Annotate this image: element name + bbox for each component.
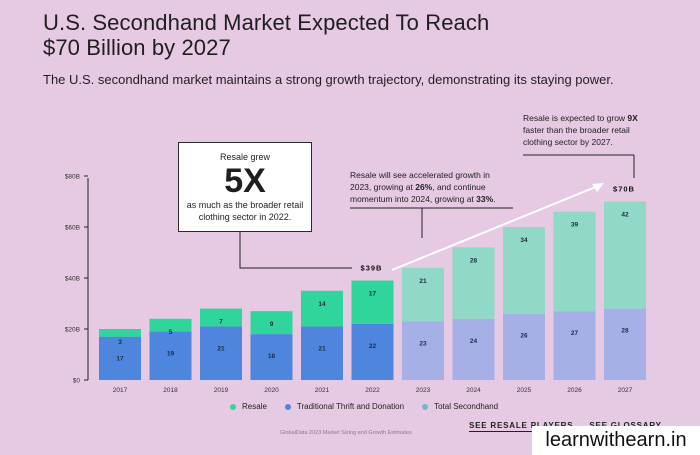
x-tick-label: 2020 (264, 387, 279, 394)
total-label-2027: $70B (613, 185, 635, 194)
resale-value-label: 3 (118, 339, 122, 346)
x-tick-label: 2026 (567, 387, 582, 394)
faster-line-2: faster than the broader retail (523, 125, 630, 135)
growth-line-1: Resale will see accelerated growth in (350, 170, 490, 180)
thrift-value-label: 27 (571, 330, 579, 337)
resale-5x-callout: Resale grew 5X as much as the broader re… (178, 142, 312, 232)
x-tick-label: 2023 (416, 387, 431, 394)
thrift-value-label: 24 (470, 338, 478, 345)
resale-value-label: 7 (219, 319, 223, 326)
bar-resale-2024 (452, 247, 495, 319)
faster-line-3: clothing sector by 2027. (523, 137, 613, 147)
thrift-value-label: 22 (369, 343, 377, 350)
bar-resale-2026 (553, 211, 596, 312)
bar-thrift-2020 (250, 334, 293, 380)
growth-annotation: Resale will see accelerated growth in 20… (350, 169, 520, 205)
legend-dot-thrift (284, 403, 291, 410)
source-note: GlobalData 2023 Market Sizing and Growth… (280, 430, 412, 436)
legend-item-resale: Resale (230, 402, 267, 411)
y-tick-label: $20B (65, 327, 80, 334)
x-tick-label: 2024 (466, 387, 481, 394)
thrift-value-label: 18 (268, 353, 276, 360)
bar-thrift-2021 (301, 326, 343, 380)
x-tick-label: 2018 (163, 387, 178, 394)
thrift-value-label: 19 (167, 351, 175, 358)
callout-big-number: 5X (224, 162, 266, 200)
chart-legend: Resale Traditional Thrift and Donation T… (230, 402, 498, 411)
bar-resale-2027 (604, 201, 646, 309)
title-line-1: U.S. Secondhand Market Expected To Reach (43, 10, 490, 35)
bar-resale-2021 (301, 290, 343, 327)
x-tick-label: 2017 (113, 387, 128, 394)
trend-arrow-head (592, 183, 604, 192)
x-tick-label: 2025 (517, 387, 532, 394)
bar-thrift-2026 (553, 311, 596, 380)
x-tick-label: 2021 (315, 387, 330, 394)
y-tick-label: $80B (65, 174, 80, 181)
resale-value-label: 17 (369, 291, 377, 298)
thrift-value-label: 26 (520, 333, 528, 340)
legend-label-thrift: Traditional Thrift and Donation (296, 402, 405, 411)
bar-resale-2020 (250, 311, 293, 335)
resale-value-label: 42 (621, 212, 629, 219)
y-tick-label: $40B (65, 276, 80, 283)
resale-value-label: 34 (520, 237, 528, 244)
resale-value-label: 14 (318, 301, 326, 308)
callout-pre-text: Resale grew (219, 152, 271, 162)
y-tick-label: $60B (65, 225, 80, 232)
see-resale-players-link[interactable]: SEE RESALE PLAYERS (469, 421, 574, 432)
thrift-value-label: 23 (419, 340, 427, 347)
resale-value-label: 21 (419, 278, 427, 285)
y-tick-label: $0 (73, 378, 81, 385)
title-line-2: $70 Billion by 2027 (43, 35, 231, 60)
bar-thrift-2022 (351, 323, 394, 380)
thrift-value-label: 21 (318, 345, 326, 352)
x-tick-label: 2019 (214, 387, 229, 394)
watermark: learnwithearn.in (532, 426, 700, 455)
bar-thrift-2023 (402, 321, 444, 380)
resale-value-label: 28 (470, 257, 478, 264)
bar-thrift-2017 (99, 336, 141, 380)
trend-arrow-line (391, 185, 599, 271)
page-title: U.S. Secondhand Market Expected To Reach… (43, 10, 563, 60)
page-subtitle: The U.S. secondhand market maintains a s… (43, 72, 614, 87)
resale-value-label: 39 (571, 222, 579, 229)
faster-line-1: Resale is expected to grow 9X (523, 113, 638, 123)
bar-thrift-2027 (604, 308, 646, 380)
legend-dot-total (422, 403, 429, 410)
callout-connector-line (239, 230, 352, 269)
bar-thrift-2019 (200, 326, 242, 380)
thrift-value-label: 21 (217, 345, 225, 352)
growth-line-3: momentum into 2024, growing at 33%. (350, 194, 496, 204)
legend-label-total: Total Secondhand (434, 402, 499, 411)
legend-item-thrift: Traditional Thrift and Donation (284, 402, 405, 411)
total-label-2022: $39B (361, 264, 383, 273)
bar-resale-2023 (402, 267, 444, 322)
x-tick-label: 2027 (618, 387, 633, 394)
bar-thrift-2024 (452, 318, 495, 380)
legend-dot-resale (230, 403, 236, 410)
callout-post-text: as much as the broader retail clothing s… (186, 200, 304, 222)
bar-resale-2019 (200, 308, 242, 327)
resale-value-label: 9 (270, 321, 274, 328)
bar-resale-2018 (149, 318, 192, 332)
bar-resale-2025 (503, 227, 545, 314)
legend-item-total: Total Secondhand (422, 402, 498, 411)
thrift-value-label: 17 (116, 356, 124, 363)
faster-annotation: Resale is expected to grow 9X faster tha… (523, 112, 673, 148)
legend-label-resale: Resale (242, 402, 267, 411)
x-tick-label: 2022 (365, 387, 380, 394)
bar-resale-2017 (99, 329, 141, 337)
thrift-value-label: 28 (621, 328, 629, 335)
resale-value-label: 5 (169, 329, 173, 336)
growth-line-2: 2023, growing at 26%, and continue (350, 182, 486, 192)
bar-thrift-2018 (149, 331, 192, 380)
bar-thrift-2025 (503, 313, 545, 380)
bar-resale-2022 (351, 280, 394, 324)
